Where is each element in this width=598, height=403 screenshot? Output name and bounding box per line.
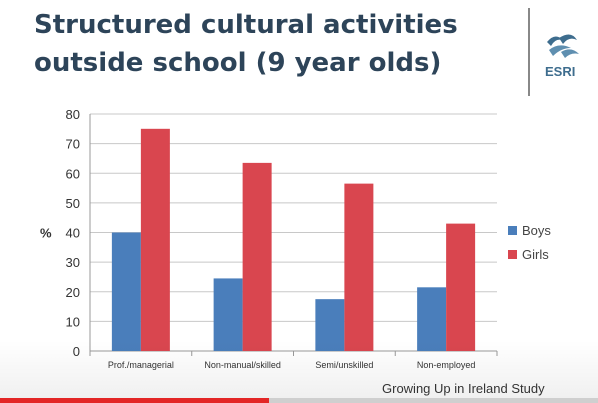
legend-swatch-girls xyxy=(508,249,517,259)
y-tick-label: 70 xyxy=(66,137,80,152)
x-tick-label: Prof./managerial xyxy=(108,360,174,370)
legend-item-boys: Boys xyxy=(508,218,551,242)
video-progress-bar[interactable] xyxy=(0,398,598,403)
y-tick-label: 20 xyxy=(66,285,80,300)
y-tick-label: 0 xyxy=(73,344,80,359)
slide-title: Structured cultural activities outside s… xyxy=(34,10,458,78)
bar-boys xyxy=(111,232,141,351)
x-tick-label: Non-employed xyxy=(417,360,476,370)
title-divider xyxy=(528,8,530,96)
bar-boys xyxy=(417,287,447,351)
y-tick-label: 80 xyxy=(66,107,80,122)
bar-girls xyxy=(242,162,272,351)
bar-boys xyxy=(315,299,345,351)
chart-legend: Boys Girls xyxy=(508,218,551,266)
y-tick-label: 10 xyxy=(66,314,80,329)
esri-logo-text: ESRI xyxy=(545,64,576,79)
y-tick-label: 30 xyxy=(66,255,80,270)
bar-girls xyxy=(344,183,374,351)
bar-girls xyxy=(140,128,170,351)
bar-boys xyxy=(213,278,243,351)
x-tick-label: Non-manual/skilled xyxy=(204,360,281,370)
y-tick-label: 60 xyxy=(66,166,80,181)
esri-logo-icon xyxy=(547,34,579,58)
y-axis-label: % xyxy=(40,226,52,241)
x-tick-label: Semi/unskilled xyxy=(315,360,373,370)
y-tick-label: 40 xyxy=(66,226,80,241)
legend-swatch-boys xyxy=(508,225,517,235)
legend-item-girls: Girls xyxy=(508,242,551,266)
y-tick-label: 50 xyxy=(66,196,80,211)
legend-label-girls: Girls xyxy=(522,246,549,262)
legend-label-boys: Boys xyxy=(522,222,551,238)
video-progress-fill xyxy=(0,398,270,403)
source-caption: Growing Up in Ireland Study xyxy=(382,381,545,396)
bar-girls xyxy=(446,223,476,351)
